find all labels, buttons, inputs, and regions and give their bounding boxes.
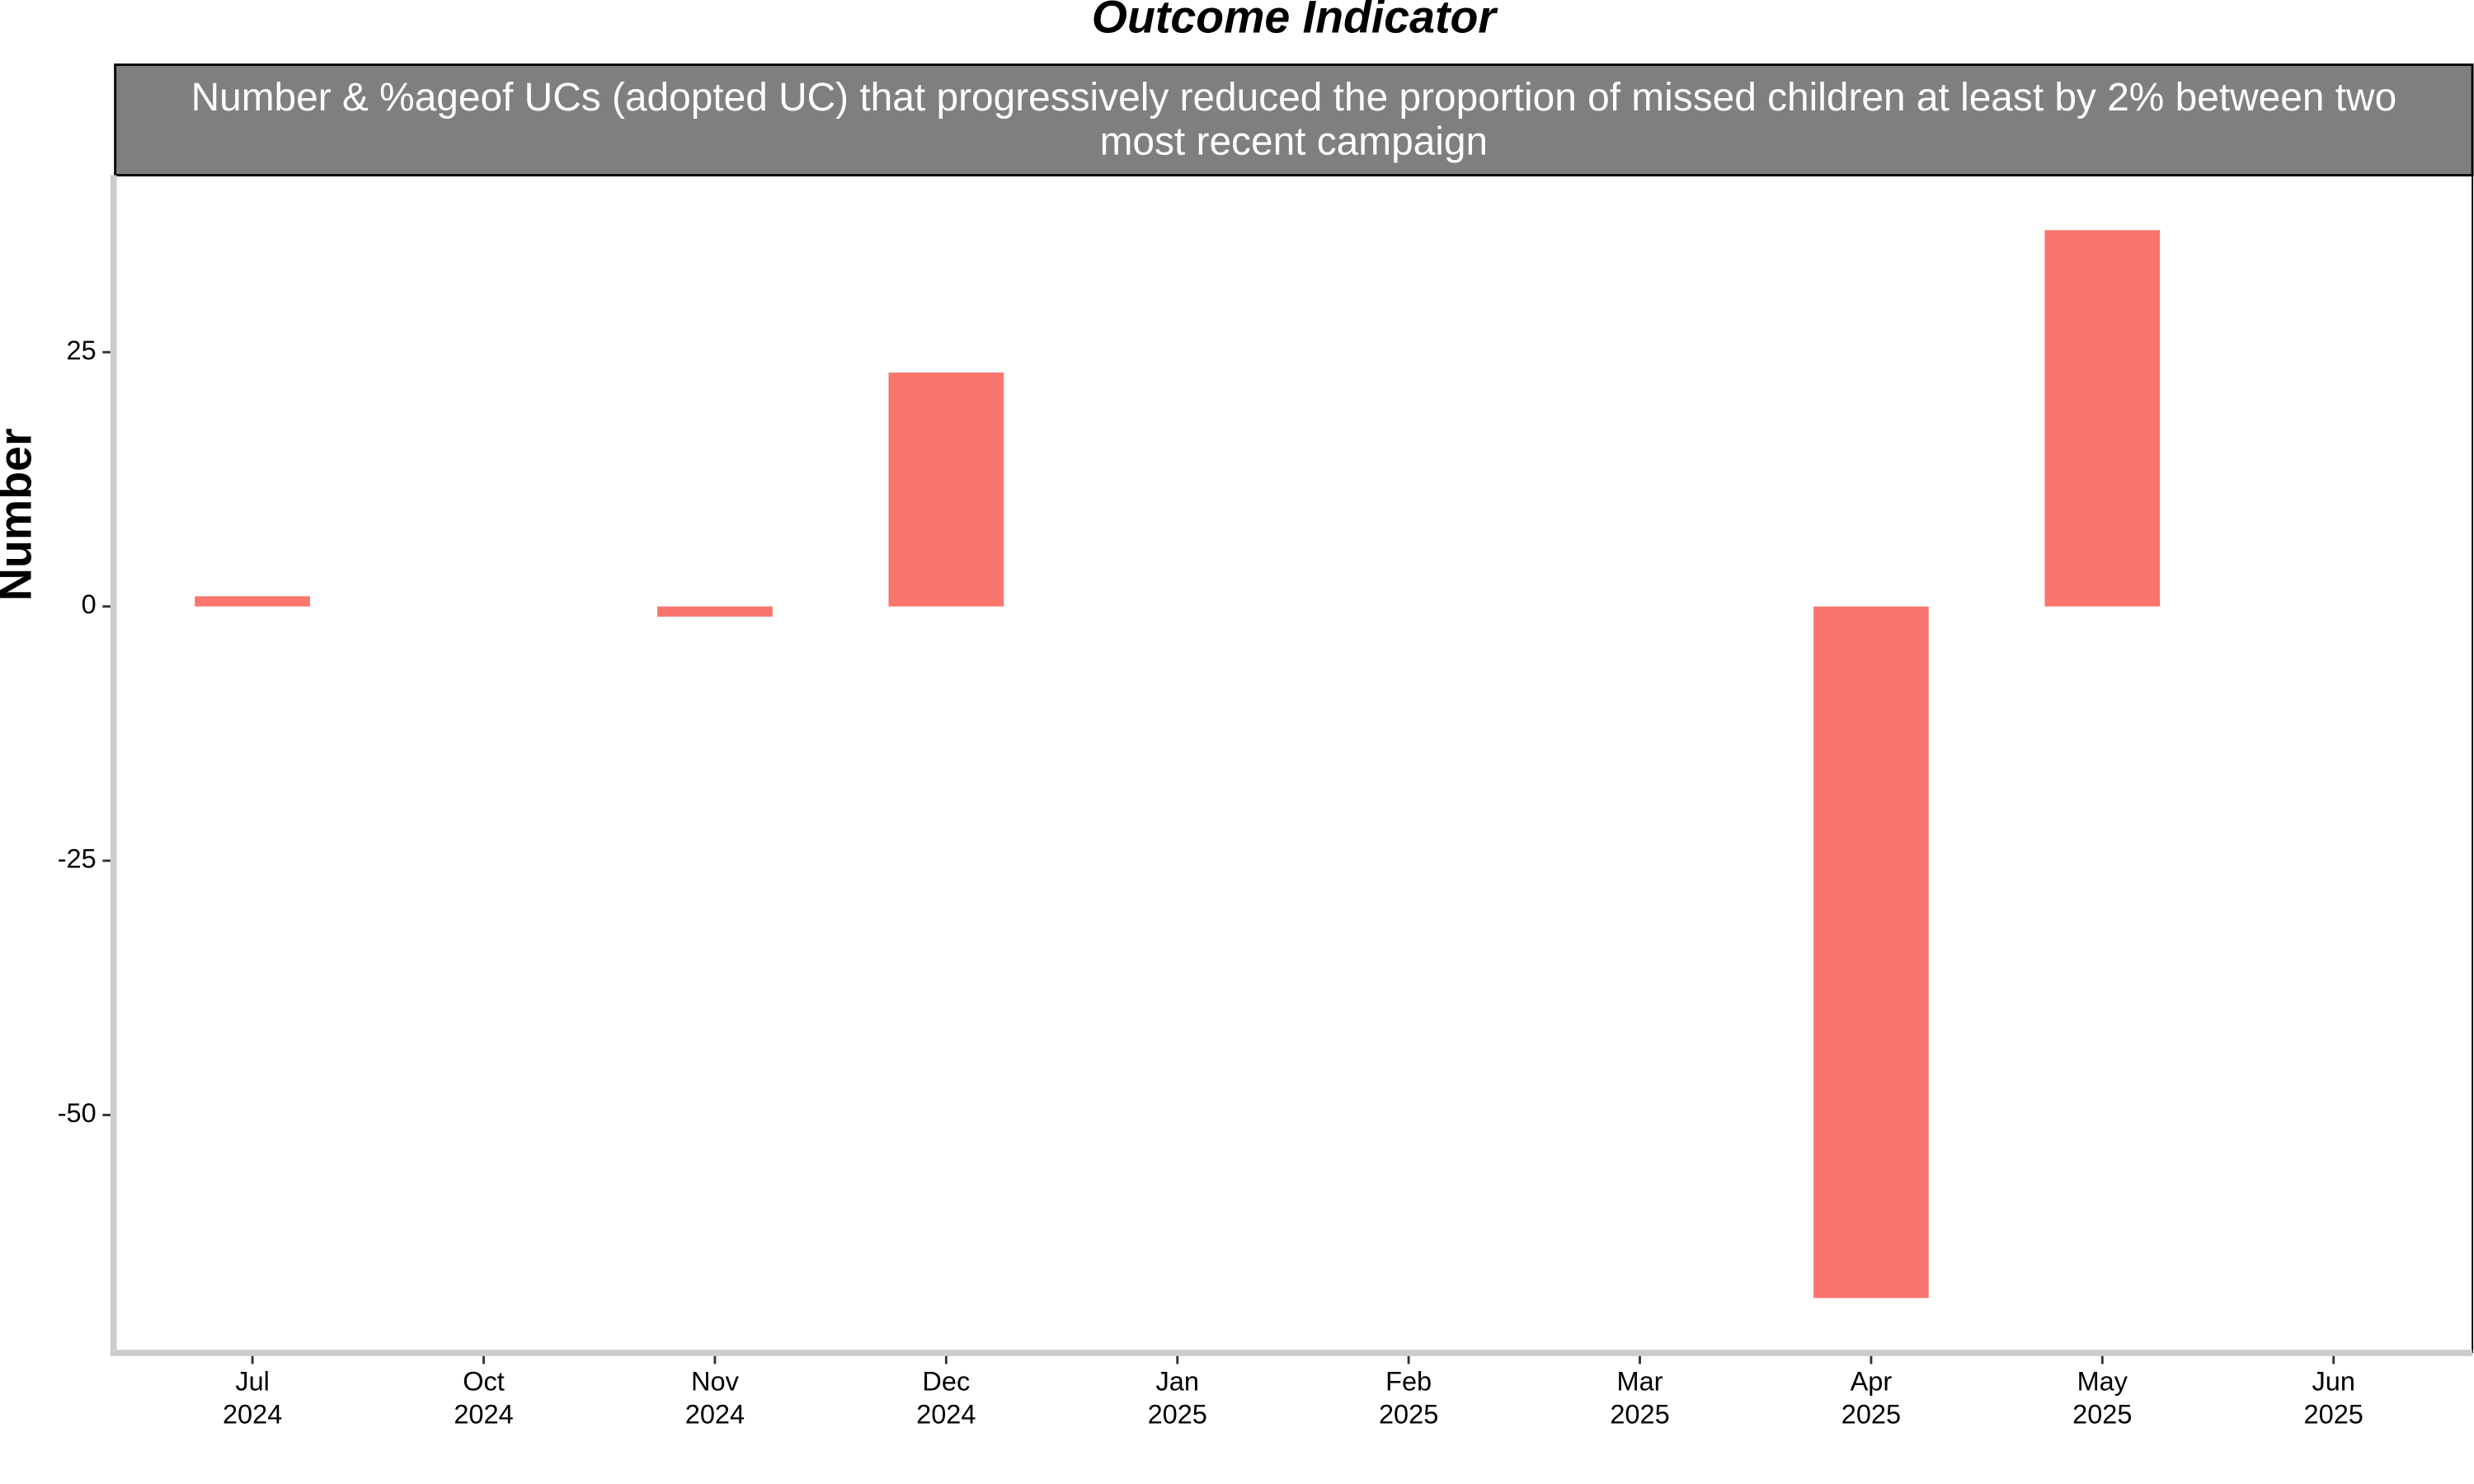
chart-title: Outcome Indicator: [1092, 0, 1499, 43]
x-tick-label-line: Dec: [922, 1366, 970, 1396]
x-tick-label-line: 2025: [2304, 1399, 2363, 1429]
x-tick-label-line: 2025: [1841, 1399, 1901, 1429]
x-tick-label: Dec 2024: [916, 1366, 976, 1429]
x-tick-label-line: Jan: [1156, 1366, 1199, 1396]
x-tick-label-line: 2024: [454, 1399, 513, 1429]
y-tick-label: -50: [58, 1098, 96, 1128]
x-tick-label-line: Feb: [1385, 1366, 1432, 1396]
bar: [1813, 606, 1929, 1298]
x-tick-label: Feb 2025: [1379, 1366, 1438, 1429]
strip-holder: Number & %ageof UCs (adopted UC) that pr…: [190, 75, 2397, 165]
x-tick-label: May 2025: [2072, 1366, 2132, 1429]
x-tick-label: Jun 2025: [2304, 1366, 2363, 1429]
bar: [195, 596, 310, 607]
x-tick-label-line: Apr: [1851, 1366, 1893, 1396]
x-tick-label-line: 2024: [916, 1399, 976, 1429]
x-tick-label-line: Jun: [2312, 1366, 2355, 1396]
x-tick-label-line: Jul: [235, 1366, 270, 1396]
bar: [888, 372, 1004, 607]
x-tick-label: Oct 2024: [454, 1366, 513, 1429]
x-tick-label-line: Oct: [463, 1366, 505, 1396]
x-tick-label-line: 2025: [2072, 1399, 2132, 1429]
x-tick-label-line: 2025: [1379, 1399, 1438, 1429]
x-tick-label: Jul 2024: [223, 1366, 282, 1429]
subtitle: Number & %ageof UCs (adopted UC) that pr…: [190, 75, 2397, 165]
x-tick-label-line: 2025: [1148, 1399, 1207, 1429]
y-tick-label: -25: [58, 844, 96, 874]
bar: [657, 606, 773, 617]
x-tick-label: Jan 2025: [1148, 1366, 1207, 1429]
x-tick-label-line: Mar: [1617, 1366, 1663, 1396]
bar: [2044, 230, 2161, 607]
x-tick-label-line: 2024: [223, 1399, 282, 1429]
x-tick-label: Apr 2025: [1841, 1366, 1901, 1429]
x-tick-label-line: 2025: [1610, 1399, 1669, 1429]
y-tick-label: 25: [67, 336, 96, 365]
strip: [114, 63, 2474, 176]
x-tick-label-line: May: [2077, 1366, 2128, 1396]
y-axis-label: Number: [0, 428, 41, 601]
x-tick-label: Nov 2024: [685, 1366, 745, 1429]
x-tick-label-line: Nov: [691, 1366, 740, 1396]
x-tick-label: Mar 2025: [1610, 1366, 1669, 1429]
y-tick-label: 0: [82, 589, 96, 619]
x-tick-label-line: 2024: [685, 1399, 745, 1429]
